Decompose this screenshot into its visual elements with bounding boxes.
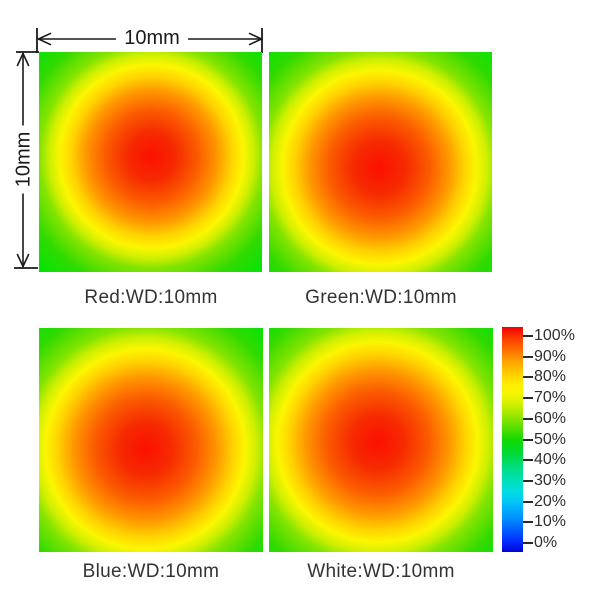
- colorbar-tick: 100%: [523, 327, 575, 345]
- height-dimension-label: 10mm: [12, 125, 36, 194]
- heatmap-red-caption: Red:WD:10mm: [84, 287, 218, 308]
- colorbar-tick: 90%: [523, 348, 566, 366]
- colorbar-tick: 30%: [523, 472, 566, 490]
- colorbar-tick-mark: [523, 397, 533, 400]
- colorbar-tick: 40%: [523, 451, 566, 469]
- v-dim-arrowhead-top: [16, 51, 30, 67]
- colorbar-tick-mark: [523, 376, 533, 379]
- colorbar-tick-mark: [523, 459, 533, 462]
- colorbar-tick-mark: [523, 355, 533, 358]
- heatmap-blue-caption: Blue:WD:10mm: [82, 561, 220, 582]
- colorbar-tick-mark: [523, 417, 533, 420]
- colorbar-tick: 10%: [523, 513, 566, 531]
- colorbar-tick-mark: [523, 521, 533, 524]
- colorbar-tick: 60%: [523, 410, 566, 428]
- colorbar-gradient: [502, 327, 523, 552]
- colorbar-tick-label: 100%: [534, 327, 575, 344]
- colorbar-tick-label: 90%: [534, 347, 567, 365]
- colorbar-tick-label: 60%: [534, 409, 567, 427]
- width-dimension-label: 10mm: [116, 27, 188, 50]
- heatmap-green: [269, 52, 492, 272]
- heatmap-green-caption: Green:WD:10mm: [305, 287, 457, 308]
- colorbar-tick-mark: [523, 438, 533, 441]
- v-dim-arrowhead-bottom: [16, 253, 30, 269]
- colorbar-tick-label: 70%: [534, 389, 567, 407]
- colorbar-tick-mark: [523, 479, 533, 482]
- colorbar-tick-label: 30%: [534, 471, 567, 489]
- heatmap-white-caption: White:WD:10mm: [307, 561, 455, 582]
- colorbar-tick-label: 40%: [534, 451, 567, 469]
- colorbar-tick-mark: [523, 500, 533, 503]
- colorbar: 100% 90% 80% 70% 60% 50% 40% 30% 20% 10% 0%: [502, 327, 575, 552]
- colorbar-tick-label: 10%: [534, 513, 567, 531]
- colorbar-tick-label: 0%: [534, 534, 558, 551]
- colorbar-tick: 0%: [523, 534, 557, 552]
- colorbar-tick-mark: [523, 335, 533, 337]
- colorbar-tick: 80%: [523, 368, 566, 386]
- colorbar-tick: 70%: [523, 389, 566, 407]
- h-dim-arrowhead-left: [36, 32, 52, 46]
- colorbar-tick-label: 50%: [534, 430, 567, 448]
- colorbar-tick-label: 80%: [534, 368, 567, 386]
- colorbar-tick: 20%: [523, 493, 566, 511]
- colorbar-tick-label: 20%: [534, 492, 567, 510]
- heatmap-white: [269, 328, 493, 552]
- h-dim-arrowhead-right: [248, 32, 264, 46]
- heatmap-blue: [39, 328, 263, 552]
- colorbar-tick-mark: [523, 542, 533, 544]
- heatmap-red: [39, 52, 262, 272]
- colorbar-tick: 50%: [523, 431, 566, 449]
